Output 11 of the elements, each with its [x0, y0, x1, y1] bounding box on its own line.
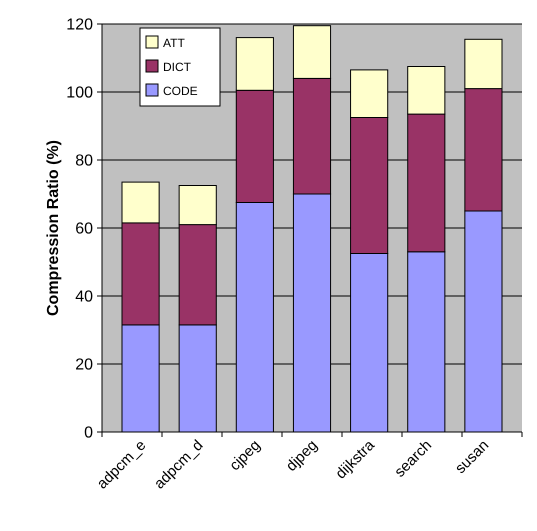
legend-label: CODE: [163, 84, 198, 98]
y-tick-label: 80: [75, 152, 94, 170]
y-tick-label: 40: [75, 288, 94, 306]
y-tick-label: 60: [75, 220, 94, 238]
y-axis-title: Compression Ratio (%): [45, 140, 62, 316]
y-tick-label: 0: [84, 424, 94, 442]
y-tick-label: 20: [75, 356, 94, 374]
legend-label: ATT: [163, 36, 186, 50]
legend-label: DICT: [163, 60, 192, 74]
y-tick-label: 100: [66, 84, 94, 102]
y-tick-label: 120: [66, 16, 94, 34]
